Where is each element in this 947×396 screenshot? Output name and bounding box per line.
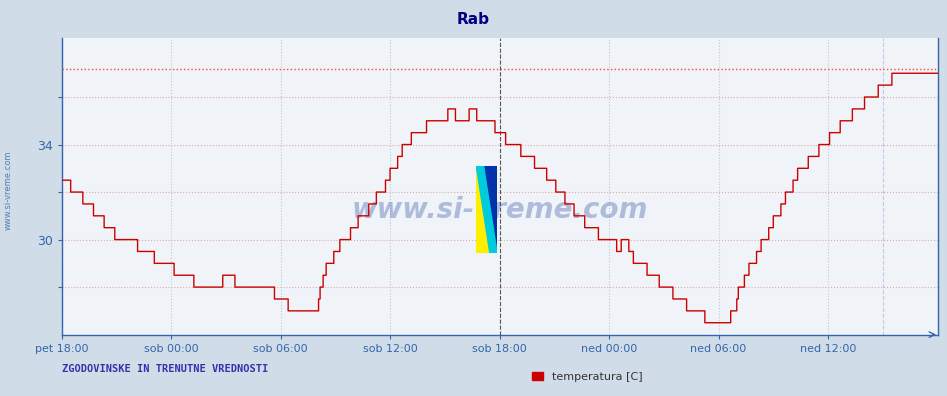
Text: Rab: Rab — [457, 12, 490, 27]
Text: ZGODOVINSKE IN TRENUTNE VREDNOSTI: ZGODOVINSKE IN TRENUTNE VREDNOSTI — [62, 364, 268, 374]
Polygon shape — [484, 166, 497, 253]
Text: www.si-vreme.com: www.si-vreme.com — [4, 150, 13, 230]
Legend: temperatura [C]: temperatura [C] — [527, 367, 647, 386]
Text: www.si-vreme.com: www.si-vreme.com — [351, 196, 648, 224]
Polygon shape — [476, 166, 497, 253]
